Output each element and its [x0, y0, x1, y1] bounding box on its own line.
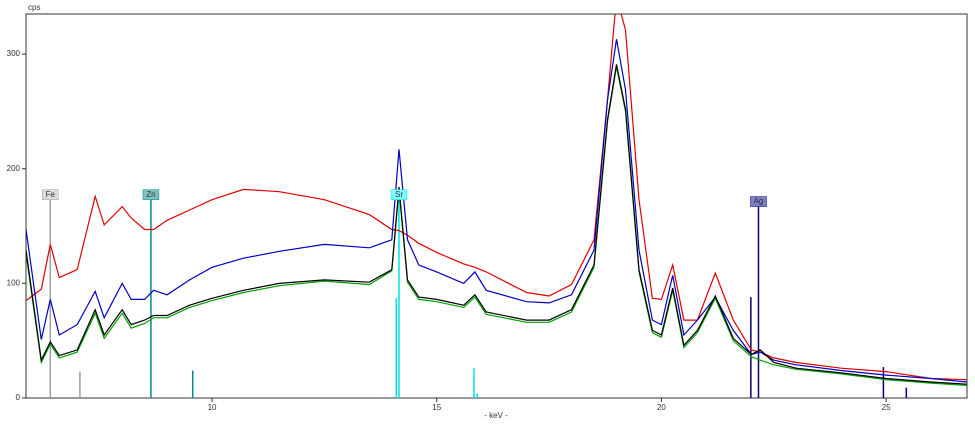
element-label: Zn: [146, 190, 155, 199]
element-label-box: [142, 189, 160, 200]
y-tick-label: 100: [7, 278, 21, 287]
plot-area: [26, 14, 967, 398]
x-axis-label: - keV -: [484, 411, 508, 420]
element-label-box: [390, 189, 408, 200]
spectrum-line: [26, 66, 967, 386]
spectrum-line: [26, 14, 967, 381]
element-label-box: [42, 189, 59, 200]
element-label: Sr: [395, 190, 403, 199]
element-label-box: [750, 196, 767, 207]
plot-frame: [25, 13, 968, 399]
x-tick-label: 25: [882, 403, 891, 412]
y-tick-label: 0: [16, 393, 21, 402]
y-axis-label: cps: [28, 3, 40, 12]
element-label: Fe: [46, 190, 56, 199]
y-tick-label: 300: [7, 49, 21, 58]
x-tick-label: 10: [208, 403, 217, 412]
element-label: Ag: [754, 197, 764, 206]
x-tick-label: 15: [432, 403, 441, 412]
spectrum-line: [26, 64, 967, 385]
y-tick-label: 200: [7, 164, 21, 173]
x-tick-label: 20: [657, 403, 666, 412]
spectrum-line: [26, 39, 967, 383]
